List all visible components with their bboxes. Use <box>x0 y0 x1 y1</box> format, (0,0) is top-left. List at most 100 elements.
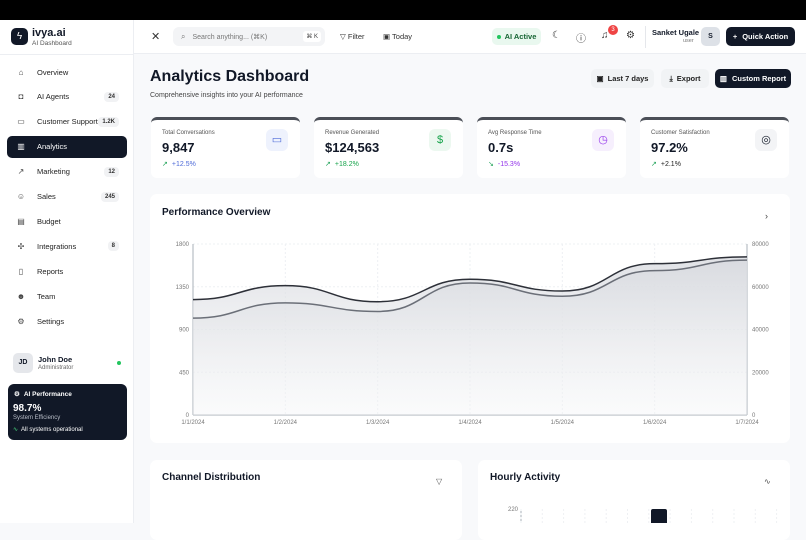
y-left-tick-label: 900 <box>179 328 190 334</box>
user-icon: ☻ <box>16 292 26 301</box>
x-tick-label: 1/6/2024 <box>643 420 667 426</box>
clock-icon: ◷ <box>592 129 614 151</box>
sidebar-item-label: Sales <box>37 192 56 201</box>
kpi-card: Total Conversations 9,847 ↗+12.5% ▭ <box>151 117 300 178</box>
logo-icon: ϟ <box>11 28 28 45</box>
trending-up-icon: ↗ <box>651 161 657 168</box>
quick-action-label: Quick Action <box>742 32 788 41</box>
y-left-tick-label: 1800 <box>176 242 190 248</box>
users-icon: ☺ <box>16 192 26 201</box>
kpi-value: 9,847 <box>162 140 195 155</box>
custom-report-label: Custom Report <box>732 74 786 83</box>
search-input[interactable]: ⌕ Search anything... (⌘K) ⌘ K <box>173 27 325 46</box>
sidebar-item-budget[interactable]: ▤Budget <box>7 210 127 232</box>
x-tick-label: 1/5/2024 <box>551 420 575 426</box>
divider <box>645 26 646 48</box>
ai-status-label: AI Active <box>505 32 537 41</box>
kpi-value: $124,563 <box>325 140 379 155</box>
y-right-tick-label: 0 <box>752 413 756 419</box>
status-dot <box>497 35 501 39</box>
x-tick-label: 1/2/2024 <box>274 420 298 426</box>
online-status-dot <box>117 361 121 365</box>
y-right-tick-label: 60000 <box>752 285 769 291</box>
filter-label: Filter <box>348 32 365 41</box>
custom-report-button[interactable]: ▥ Custom Report <box>715 69 791 88</box>
sidebar-item-team[interactable]: ☻ Team <box>7 285 127 307</box>
sidebar-item-sales[interactable]: ☺ Sales 245 <box>7 186 127 208</box>
filter-button[interactable]: ▽ Filter <box>340 32 365 41</box>
trending-up-icon: ↗ <box>162 161 168 168</box>
sidebar-item-label: Integrations <box>37 242 76 251</box>
date-range-label: Last 7 days <box>608 74 649 83</box>
user-avatar[interactable]: S <box>701 27 720 46</box>
x-tick-label: 1/7/2024 <box>735 420 759 426</box>
sidebar-item-badge: 245 <box>101 192 119 202</box>
kpi-change: +12.5% <box>172 161 196 168</box>
sidebar-item-label: Settings <box>37 317 64 326</box>
download-icon: ⤓ <box>669 74 672 84</box>
kpi-change: +2.1% <box>661 161 681 168</box>
sidebar-item-label: Reports <box>37 267 63 276</box>
ai-status-badge: AI Active <box>492 28 541 45</box>
notification-count: 3 <box>608 25 618 35</box>
system-status: All systems operational <box>21 427 83 433</box>
bar-chart-icon: ▥ <box>720 74 727 83</box>
file-icon: ▯ <box>16 267 26 276</box>
activity-icon[interactable]: ∿ <box>764 477 771 486</box>
avatar[interactable]: JD <box>13 353 33 373</box>
chevron-right-icon[interactable]: › <box>765 211 768 221</box>
search-placeholder: Search anything... (⌘K) <box>192 33 267 41</box>
topbar-user-name: Sanket Ugale <box>652 28 699 37</box>
puzzle-icon: ✣ <box>16 242 26 251</box>
help-icon[interactable]: ⓘ <box>576 30 586 45</box>
gear-icon: ⚙ <box>16 317 26 326</box>
target-icon: ◎ <box>755 129 777 151</box>
quick-action-button[interactable]: + Quick Action <box>726 27 795 46</box>
dollar-icon: $ <box>429 129 451 151</box>
sidebar-item-reports[interactable]: ▯ Reports <box>7 260 127 282</box>
moon-icon[interactable]: ☾ <box>552 30 561 41</box>
page-title: Analytics Dashboard <box>150 68 309 86</box>
trending-up-icon: ↗ <box>16 167 26 176</box>
divider <box>0 54 134 55</box>
channel-distribution-card: Channel Distribution ▽ <box>150 460 462 540</box>
filter-icon[interactable]: ▽ <box>436 477 442 486</box>
kpi-value: 97.2% <box>651 140 688 155</box>
calculator-icon: ▤ <box>16 217 26 226</box>
hourly-chart: 220 <box>478 500 790 523</box>
export-button[interactable]: ⤓Export <box>661 69 709 88</box>
message-icon: ▭ <box>16 117 26 126</box>
ai-performance-card: ⚙AI Performance 98.7% System Efficiency … <box>8 384 127 440</box>
sidebar-item-label: Team <box>37 292 55 301</box>
activity-icon: ∿ <box>13 427 18 433</box>
today-button[interactable]: ▣ Today <box>383 32 412 41</box>
close-icon[interactable]: ✕ <box>151 30 160 43</box>
kpi-label: Avg Response Time <box>488 130 542 136</box>
hourly-title: Hourly Activity <box>490 472 560 483</box>
y-left-tick-label: 0 <box>186 413 190 419</box>
sidebar-item-settings[interactable]: ⚙ Settings <box>7 310 127 332</box>
sidebar-item-badge: 24 <box>104 92 119 102</box>
brand-name: ivya.ai <box>32 27 66 39</box>
sidebar-item-analytics[interactable]: ▥Analytics <box>7 136 127 158</box>
bar-chart-icon: ▥ <box>16 142 26 151</box>
trending-up-icon: ↗ <box>325 161 331 168</box>
bar <box>651 509 667 523</box>
sidebar-item-label: Overview <box>37 68 68 77</box>
y-right-tick-label: 20000 <box>752 370 769 376</box>
kpi-change: +18.2% <box>335 161 359 168</box>
search-icon: ⌕ <box>181 32 185 42</box>
performance-title: Performance Overview <box>162 207 270 218</box>
sidebar-item-label: Customer Support <box>37 117 98 126</box>
user-name: John Doe <box>38 355 72 364</box>
plus-icon: + <box>733 32 737 41</box>
sidebar-item-overview[interactable]: ⌂Overview <box>7 61 127 83</box>
y-left-tick-label: 1350 <box>176 285 190 291</box>
date-range-button[interactable]: ▣Last 7 days <box>591 69 654 88</box>
settings-icon[interactable]: ⚙ <box>626 30 635 41</box>
